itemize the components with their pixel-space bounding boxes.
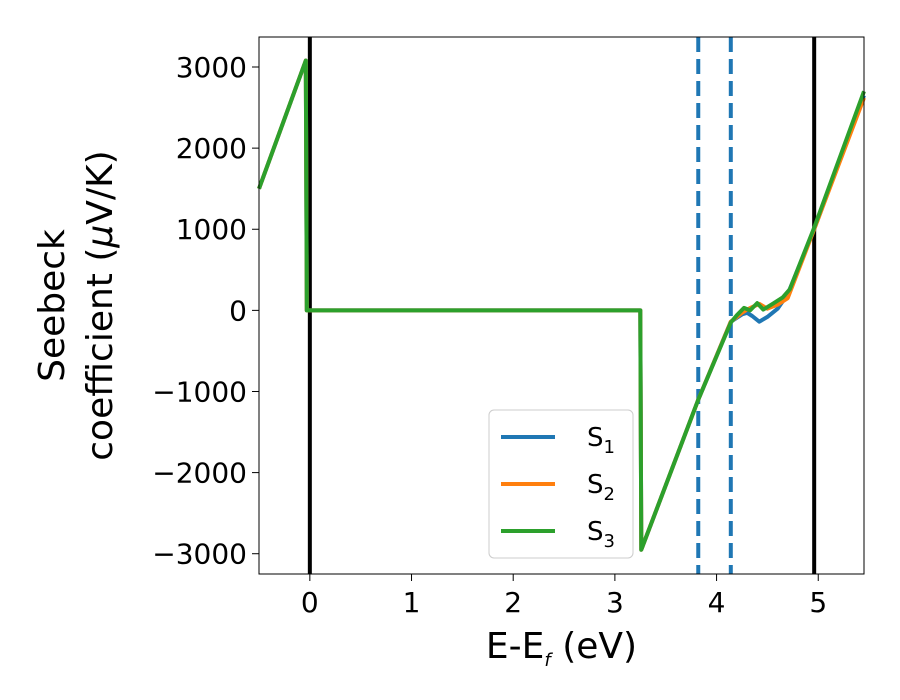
x-axis-label-tail: (eV) <box>551 626 637 667</box>
x-tick-label: 2 <box>504 586 522 619</box>
y-axis-label-pre: coefficient ( <box>80 248 121 461</box>
legend-label-s1: S1 <box>587 423 615 458</box>
legend-label-s3: S3 <box>587 517 615 552</box>
y-tick-label: 1000 <box>176 213 247 246</box>
y-tick-label: −1000 <box>152 375 247 408</box>
y-tick-label: 3000 <box>176 51 247 84</box>
x-tick-label: 4 <box>708 586 726 619</box>
legend-label-s2: S2 <box>587 470 615 505</box>
x-axis-label-sub: f <box>544 650 553 671</box>
series-lines <box>257 58 866 552</box>
y-tick-label: 0 <box>229 294 247 327</box>
x-tick-label: 0 <box>301 586 319 619</box>
legend-box <box>488 409 634 559</box>
x-tick-label: 1 <box>403 586 421 619</box>
x-axis-ticks: 0 1 2 3 4 5 <box>301 574 827 619</box>
legend: S1 S2 S3 <box>488 409 634 559</box>
y-tick-label: −3000 <box>152 538 247 571</box>
y-axis-label-post: V/K) <box>80 150 121 224</box>
x-axis-label: E-Ef (eV) <box>486 626 637 671</box>
reference-lines <box>307 37 817 574</box>
y-axis-ticks: 3000 2000 1000 0 −1000 −2000 −3000 <box>152 51 259 571</box>
y-tick-label: −2000 <box>152 457 247 490</box>
y-axis-label-mu: μ <box>80 225 121 249</box>
x-axis-label-main: E-E <box>486 626 544 667</box>
x-tick-label: 5 <box>809 586 827 619</box>
plot-frame <box>258 36 865 575</box>
series-line-s3 <box>257 58 866 552</box>
y-axis-label-line2: coefficient (μV/K) <box>80 150 121 460</box>
y-axis-label-line1: Seebeck <box>32 229 73 382</box>
y-tick-label: 2000 <box>176 132 247 165</box>
x-tick-label: 3 <box>606 586 624 619</box>
